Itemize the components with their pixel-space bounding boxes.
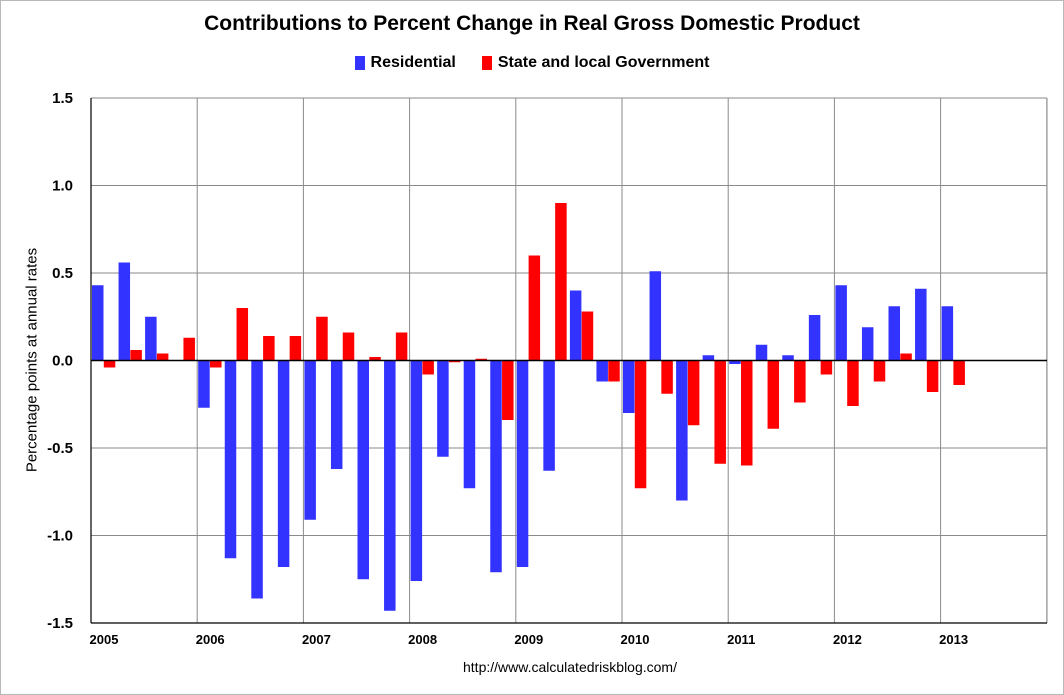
bar-residential-10 [357,360,369,580]
bar-state-local-government-30 [900,353,912,361]
bar-state-local-government-28 [847,360,859,406]
bar-state-local-government-23 [714,360,726,464]
legend-item-state-local-government: State and local Government [481,54,710,72]
bar-residential-9 [330,360,343,469]
x-tick-label: 2011 [727,632,755,647]
bar-residential-25 [755,344,768,361]
bar-state-local-government-16 [528,255,541,361]
bar-state-local-government-7 [289,336,302,361]
bar-state-local-government-31 [926,360,939,392]
bar-residential-26 [782,355,794,361]
x-tick-label: 2009 [514,632,543,647]
bar-residential-27 [808,315,821,361]
bar-state-local-government-29 [873,360,886,382]
x-tick-label: 2013 [939,632,968,647]
bar-residential-7 [277,360,290,567]
y-tick-label: 0.5 [52,265,73,282]
bar-state-local-government-12 [422,360,434,375]
bar-residential-14 [463,360,476,489]
bar-state-local-government-13 [448,360,461,363]
bar-residential-21 [649,271,662,361]
bar-residential-2 [145,316,157,361]
chart-title: Contributions to Percent Change in Real … [204,12,860,35]
bar-residential-32 [941,306,954,361]
bar-state-local-government-20 [634,360,647,489]
x-tick-label: 2005 [90,632,119,647]
bar-residential-30 [888,306,900,361]
bar-residential-16 [516,360,529,567]
bar-residential-29 [861,327,874,361]
legend-swatch-state-local-government [481,56,492,70]
bar-residential-8 [304,360,316,520]
legend-swatch-residential [354,56,365,70]
bar-residential-18 [569,290,582,361]
bar-residential-6 [251,360,263,599]
legend: Residential State and local Government [0,54,1064,72]
bar-residential-4 [198,360,210,408]
bar-residential-20 [623,360,635,413]
bar-state-local-government-18 [581,311,594,361]
bar-state-local-government-27 [820,360,833,375]
bar-state-local-government-15 [502,360,514,420]
bar-state-local-government-4 [210,360,222,368]
bar-state-local-government-25 [767,360,780,429]
x-tick-label: 2012 [833,632,862,647]
bar-state-local-government-17 [555,203,567,361]
bar-state-local-government-14 [475,358,487,361]
legend-item-residential: Residential [354,54,456,72]
bar-state-local-government-10 [369,357,381,361]
bar-residential-13 [437,360,449,457]
bar-residential-17 [543,360,555,471]
bar-residential-1 [118,262,131,361]
bar-state-local-government-21 [661,360,673,394]
bar-state-local-government-6 [263,336,275,361]
y-tick-label: -1.5 [47,615,73,632]
bar-residential-19 [596,360,608,382]
bar-state-local-government-8 [316,316,328,361]
legend-label-residential: Residential [370,54,456,71]
bar-state-local-government-11 [395,332,408,361]
bar-residential-5 [224,360,237,559]
bar-state-local-government-1 [130,350,142,361]
bar-state-local-government-2 [156,353,169,361]
bar-state-local-government-24 [741,360,753,466]
bar-residential-22 [676,360,688,501]
bar-residential-28 [835,285,847,361]
x-tick-label: 2006 [196,632,225,647]
x-tick-label: 2010 [621,632,650,647]
bar-residential-0 [92,285,104,361]
y-tick-label: 1.5 [52,90,73,107]
source-url[interactable]: http://www.calculatedriskblog.com/ [463,659,677,675]
bar-state-local-government-19 [608,360,620,382]
y-tick-label: -0.5 [47,440,73,457]
bar-residential-15 [490,360,502,573]
bar-state-local-government-3 [183,337,195,361]
bar-state-local-government-5 [236,308,249,361]
bar-state-local-government-26 [794,360,806,403]
x-tick-label: 2008 [408,632,437,647]
bar-state-local-government-0 [103,360,116,368]
legend-label-state-local-government: State and local Government [497,54,710,71]
x-tick-label: 2007 [302,632,331,647]
bar-state-local-government-9 [342,332,355,361]
bar-residential-31 [915,288,927,361]
y-tick-label: -1.0 [47,528,73,545]
y-tick-label: 1.0 [52,178,73,195]
bar-residential-23 [702,355,715,361]
bar-residential-12 [410,360,423,581]
bar-residential-24 [729,360,741,364]
y-tick-label: 0.0 [52,353,73,370]
bar-residential-11 [384,360,396,611]
bar-state-local-government-22 [687,360,700,426]
bar-state-local-government-32 [953,360,965,385]
